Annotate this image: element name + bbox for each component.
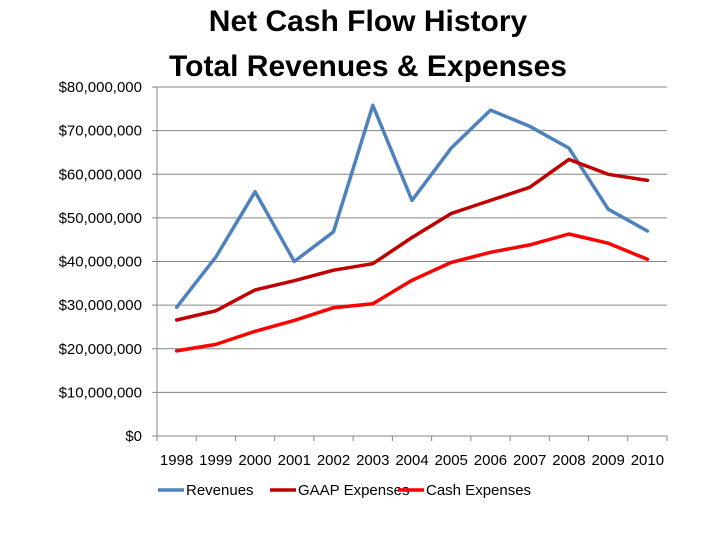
x-tick-label: 2004 xyxy=(395,452,428,469)
x-tick-label: 2003 xyxy=(356,452,389,469)
x-tick-label: 2009 xyxy=(591,452,624,469)
chart-title: Net Cash Flow History xyxy=(208,5,528,38)
y-tick-label: $0 xyxy=(125,428,142,445)
x-tick-label: 2007 xyxy=(513,452,546,469)
x-tick-label: 2010 xyxy=(631,452,664,469)
legend-label-cash-expenses: Cash Expenses xyxy=(426,482,531,499)
x-tick-label: 2002 xyxy=(317,452,350,469)
x-tick-label: 2005 xyxy=(435,452,468,469)
x-tick-label: 2006 xyxy=(474,452,507,469)
y-tick-label: $50,000,000 xyxy=(59,210,142,227)
y-tick-label: $30,000,000 xyxy=(59,297,142,314)
x-tick-label: 1999 xyxy=(199,452,232,469)
y-tick-label: $80,000,000 xyxy=(59,79,142,96)
x-tick-label: 2000 xyxy=(238,452,271,469)
legend-label-gaap-expenses: GAAP Expenses xyxy=(298,482,409,499)
series-line-cash-expenses xyxy=(174,232,650,353)
legend-label-revenues: Revenues xyxy=(186,482,254,499)
series-line-gaap-expenses xyxy=(174,157,650,322)
series-line-revenues xyxy=(174,103,650,310)
y-tick-label: $70,000,000 xyxy=(59,123,142,140)
x-tick-label: 1998 xyxy=(160,452,193,469)
y-tick-label: $60,000,000 xyxy=(59,166,142,183)
y-tick-label: $10,000,000 xyxy=(59,384,142,401)
chart-subtitle: Total Revenues & Expenses xyxy=(169,50,567,83)
x-tick-label: 2001 xyxy=(278,452,311,469)
x-tick-label: 2008 xyxy=(552,452,585,469)
y-tick-label: $40,000,000 xyxy=(59,254,142,271)
y-tick-label: $20,000,000 xyxy=(59,341,142,358)
